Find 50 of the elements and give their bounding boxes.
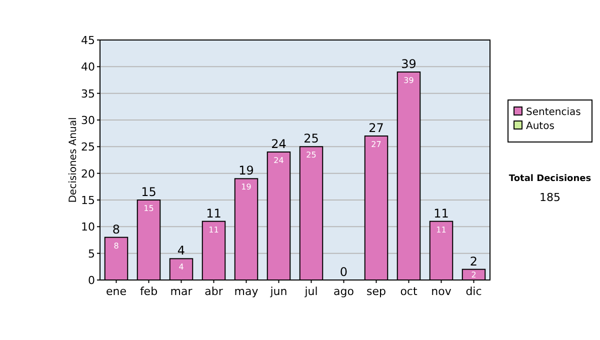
data-label: 24 [274,156,284,165]
data-label: 11 [436,225,446,234]
x-tick-label: abr [204,285,224,298]
legend-label: Sentencias [526,107,581,118]
x-tick-label: oct [400,285,418,298]
y-tick-label: 35 [81,87,95,100]
total-label: 19 [238,164,254,178]
data-label: 11 [208,225,219,234]
x-tick-label: dic [466,285,482,298]
total-label: 8 [112,222,120,236]
total-label: 0 [340,265,348,279]
x-tick-label: jul [304,285,318,298]
total-label: 4 [177,244,186,258]
x-tick-label: ago [334,285,354,298]
x-tick-label: sep [366,285,386,298]
data-label: 27 [371,140,382,149]
y-tick-label: 20 [81,167,95,180]
data-label: 15 [144,204,154,213]
y-tick-label: 30 [81,114,95,127]
data-label: 4 [178,262,184,272]
total-label: 11 [206,206,222,220]
x-tick-label: feb [140,285,158,298]
total-label: 24 [271,137,286,151]
y-tick-label: 0 [88,274,95,287]
total-label: 15 [141,185,156,199]
legend-label: Autos [526,121,554,132]
data-label: 2 [471,270,476,280]
text: 185 [540,191,560,204]
y-tick-label: 15 [81,194,95,207]
x-tick-label: nov [431,285,452,298]
y-tick-label: 45 [81,34,95,47]
y-axis-title: Decisiones Anual [68,117,79,203]
data-label: 25 [306,150,316,160]
y-tick-label: 25 [81,140,95,154]
y-tick-label: 40 [81,60,95,74]
total-label: 27 [368,121,384,135]
x-tick-label: mar [170,285,193,298]
data-label: 39 [404,76,414,85]
x-tick-label: ene [106,285,127,298]
data-label: 8 [114,241,119,250]
x-tick-label: jun [269,285,288,298]
x-tick-label: may [234,285,259,298]
total-label: 25 [304,132,319,146]
text: Total Decisiones [508,174,592,184]
y-tick-label: 10 [81,220,95,234]
total-label: 11 [434,206,449,220]
total-label: 2 [470,254,478,268]
y-tick-label: 5 [88,247,95,260]
data-label: 19 [241,182,252,192]
total-label: 39 [401,57,416,71]
